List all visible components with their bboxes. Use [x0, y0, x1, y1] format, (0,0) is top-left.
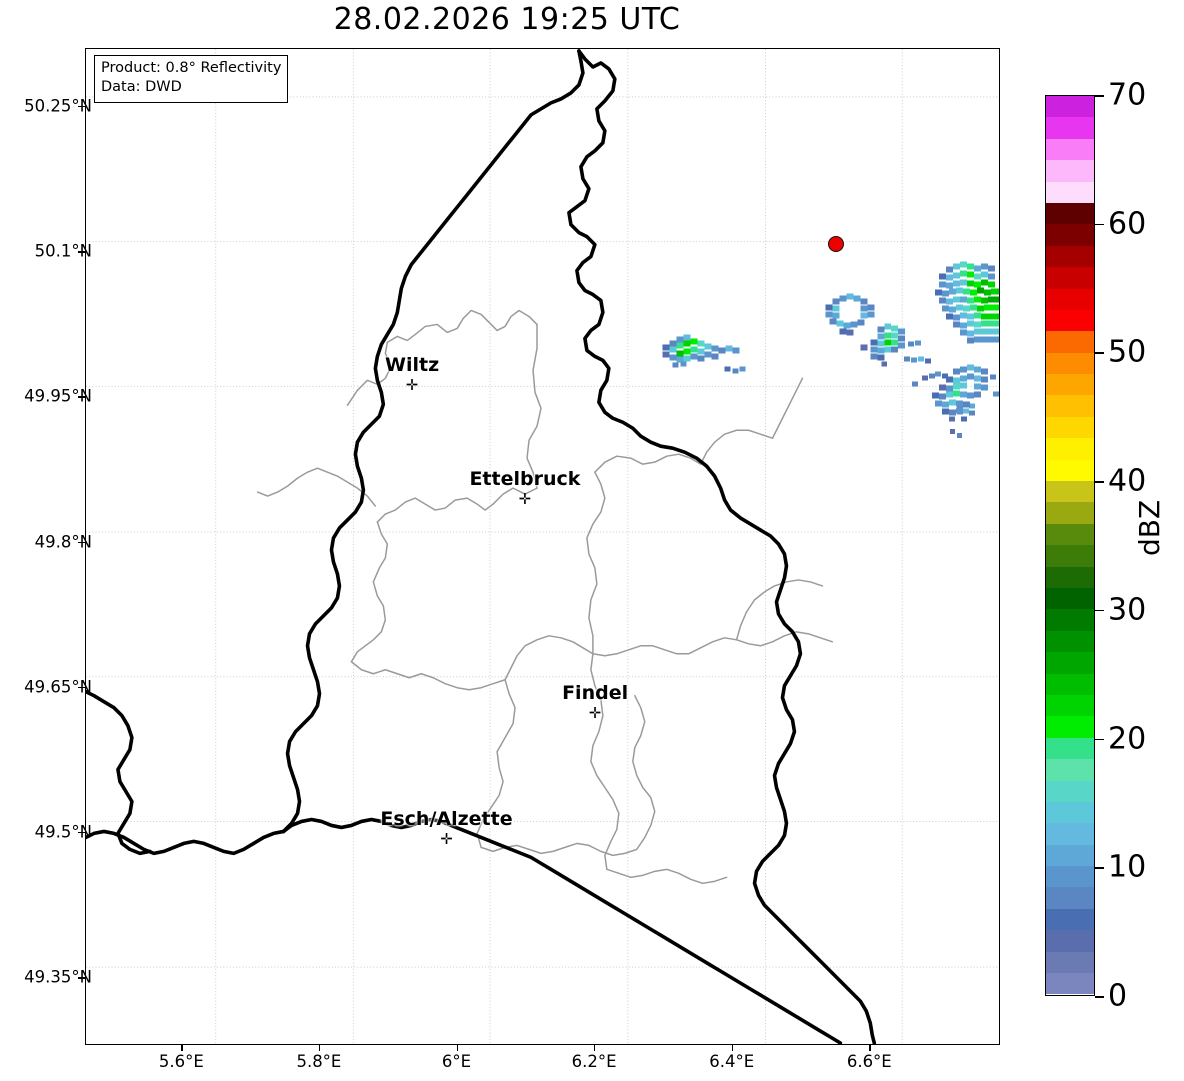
colorbar-band	[1046, 930, 1094, 952]
colorbar-band	[1046, 759, 1094, 781]
colorbar-band	[1046, 416, 1094, 439]
colorbar-tick	[1095, 223, 1104, 226]
colorbar-tick-label: 10	[1108, 849, 1147, 885]
colorbar-band	[1046, 844, 1094, 867]
x-axis-tick	[731, 1044, 734, 1051]
colorbar-band	[1046, 117, 1094, 139]
colorbar-band	[1046, 395, 1094, 417]
info-data-source: Data: DWD	[101, 79, 182, 96]
colorbar-band	[1046, 587, 1094, 610]
gridlines	[86, 49, 999, 1044]
y-axis-tick	[78, 106, 85, 108]
x-axis-tick	[594, 1044, 596, 1051]
colorbar[interactable]	[1045, 95, 1095, 996]
national-borders	[86, 49, 877, 1044]
colorbar-band	[1046, 951, 1094, 974]
map-canvas	[86, 49, 999, 1044]
y-axis-tick	[78, 977, 85, 979]
colorbar-band	[1046, 630, 1094, 653]
x-axis-label: 6.4°E	[709, 1052, 755, 1071]
colorbar-tick-label: 20	[1108, 721, 1147, 757]
colorbar-band	[1046, 309, 1094, 332]
colorbar-tick	[1095, 738, 1104, 741]
map-vector-layer	[86, 49, 999, 1044]
colorbar-band	[1046, 352, 1094, 375]
y-axis-tick	[78, 686, 85, 689]
colorbar-tick	[1095, 867, 1104, 869]
colorbar-tick-label: 60	[1108, 206, 1147, 242]
colorbar-tick-label: 50	[1108, 334, 1147, 370]
info-product: Product: 0.8° Reflectivity	[101, 60, 282, 76]
colorbar-band	[1046, 181, 1094, 203]
info-box: Product: 0.8° Reflectivity Data: DWD	[94, 55, 289, 103]
y-axis-tick	[78, 832, 85, 834]
x-axis-tick	[181, 1044, 183, 1051]
page-title: 28.02.2026 19:25 UTC	[333, 2, 681, 37]
x-axis-label: 6.6°E	[846, 1052, 892, 1071]
canton-boundaries	[256, 309, 834, 885]
radar-station-marker[interactable]	[827, 235, 844, 252]
colorbar-band	[1046, 737, 1094, 760]
colorbar-band	[1046, 160, 1094, 182]
colorbar-band	[1046, 908, 1094, 931]
colorbar-tick-label: 70	[1108, 77, 1147, 113]
radar-map-plot[interactable]: Product: 0.8° Reflectivity Data: DWD Wil…	[85, 48, 1000, 1045]
x-axis-label: 6°E	[441, 1052, 472, 1071]
y-axis-label: 49.95°N	[24, 386, 92, 406]
colorbar-tick	[1095, 609, 1104, 612]
colorbar-band	[1046, 96, 1094, 118]
colorbar-tick	[1095, 996, 1104, 998]
y-axis-label: 50.1°N	[34, 241, 92, 261]
y-axis-tick	[78, 541, 85, 544]
y-axis-tick	[78, 396, 85, 398]
colorbar-band	[1046, 609, 1094, 631]
y-axis-label: 49.8°N	[34, 532, 92, 552]
colorbar-band	[1046, 523, 1094, 546]
colorbar-band	[1046, 673, 1094, 695]
colorbar-band	[1046, 224, 1094, 246]
colorbar-tick	[1095, 95, 1104, 97]
colorbar-band	[1046, 502, 1094, 524]
x-axis-label: 5.8°E	[296, 1052, 342, 1071]
y-axis-label: 49.5°N	[34, 822, 92, 842]
colorbar-band	[1046, 202, 1094, 225]
colorbar-band	[1046, 716, 1094, 738]
colorbar-tick-label: 40	[1108, 463, 1147, 499]
colorbar-band	[1046, 438, 1094, 460]
y-axis-tick	[78, 251, 85, 253]
x-axis-label: 5.6°E	[158, 1052, 204, 1071]
colorbar-band	[1046, 780, 1094, 802]
colorbar-tick	[1095, 352, 1104, 355]
colorbar-band	[1046, 331, 1094, 353]
colorbar-band	[1046, 267, 1094, 289]
colorbar-band	[1046, 288, 1094, 310]
colorbar-band	[1046, 481, 1094, 503]
radar-echoes	[662, 261, 999, 439]
colorbar-tick-label: 30	[1108, 592, 1147, 628]
y-axis-label: 50.25°N	[24, 96, 92, 116]
colorbar-unit-label: dBZ	[1133, 499, 1166, 556]
colorbar-band	[1046, 245, 1094, 268]
colorbar-band	[1046, 374, 1094, 396]
colorbar-band	[1046, 801, 1094, 824]
colorbar-band	[1046, 694, 1094, 717]
x-axis-label: 6.2°E	[571, 1052, 617, 1071]
colorbar-band	[1046, 887, 1094, 909]
colorbar-tick	[1095, 481, 1104, 483]
x-axis-tick	[869, 1044, 871, 1051]
colorbar-band	[1046, 138, 1094, 161]
colorbar-band	[1046, 566, 1094, 588]
colorbar-band	[1046, 652, 1094, 674]
colorbar-band	[1046, 823, 1094, 845]
x-axis-tick	[318, 1044, 321, 1051]
colorbar-band	[1046, 973, 1094, 995]
y-axis-label: 49.35°N	[24, 967, 92, 987]
colorbar-band	[1046, 866, 1094, 888]
colorbar-band	[1046, 545, 1094, 567]
y-axis-label: 49.65°N	[24, 677, 92, 697]
x-axis-tick	[456, 1044, 458, 1051]
colorbar-tick-label: 0	[1108, 978, 1128, 1014]
colorbar-band	[1046, 459, 1094, 482]
